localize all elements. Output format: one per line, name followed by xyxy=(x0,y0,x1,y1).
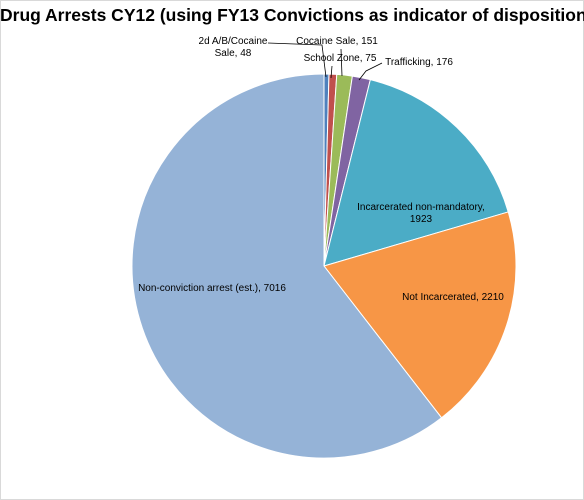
data-label: 2d A/B/Cocaine Sale, 48 xyxy=(199,36,268,59)
pie-slices xyxy=(131,73,517,459)
leader-line xyxy=(267,42,327,78)
data-label: School Zone, 75 xyxy=(304,53,377,64)
data-label: Cocaine Sale, 151 xyxy=(296,36,378,47)
leader-line xyxy=(330,65,333,79)
leader-line xyxy=(340,48,343,77)
data-label-line: 1923 xyxy=(410,214,433,225)
data-label: Trafficking, 176 xyxy=(385,57,453,68)
data-label: Incarcerated non-mandatory, 1923 xyxy=(357,202,485,225)
data-label: Not Incarcerated, 2210 xyxy=(402,292,504,303)
data-label: Non-conviction arrest (est.), 7016 xyxy=(138,283,286,294)
leader-lines xyxy=(267,42,383,81)
data-label-line: Cocaine Sale, 151 xyxy=(296,36,378,47)
pie-slice-not-incarcerated xyxy=(323,211,517,419)
data-label-line: Trafficking, 176 xyxy=(385,57,453,68)
leader-line xyxy=(358,62,383,81)
chart-title: Drug Arrests CY12 (using FY13 Conviction… xyxy=(0,5,584,25)
pie-slice-non-conviction-arrest-est xyxy=(131,73,443,459)
data-label-line: Non-conviction arrest (est.), 7016 xyxy=(138,283,286,294)
data-label-line: School Zone, 75 xyxy=(304,53,377,64)
data-label-line: Incarcerated non-mandatory, xyxy=(357,202,485,213)
data-label-line: Sale, 48 xyxy=(215,48,252,59)
data-label-line: 2d A/B/Cocaine xyxy=(199,36,268,47)
data-label-line: Not Incarcerated, 2210 xyxy=(402,292,504,303)
pie-slice-incarcerated-non-mandatory xyxy=(323,79,509,267)
data-labels: 2d A/B/Cocaine Sale, 48 School Zone, 75 Coc… xyxy=(138,36,504,303)
